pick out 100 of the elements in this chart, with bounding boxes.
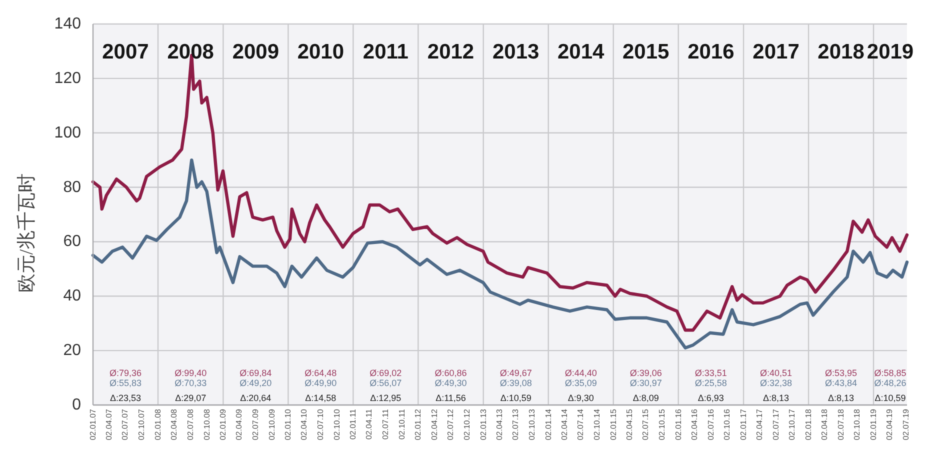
x-tick-label: 02.07.12 — [446, 408, 456, 440]
x-tick-label: 02.04.09 — [234, 408, 244, 440]
annotation: Ø:56,07 — [370, 378, 402, 388]
annotation: Δ:14,58 — [305, 393, 336, 403]
annotation: 2017 — [752, 40, 800, 64]
annotation: 2012 — [427, 40, 474, 64]
annotation: Ø:49,67 — [500, 368, 532, 378]
y-tick-label: 80 — [63, 178, 82, 196]
annotation: Ø:49,20 — [240, 378, 272, 388]
y-tick-label: 140 — [54, 16, 82, 32]
x-tick-label: 02.10.11 — [397, 408, 406, 440]
annotation: 2019 — [866, 40, 914, 64]
annotation: Ø:40,51 — [760, 368, 792, 378]
x-tick-label: 02.04.10 — [300, 408, 309, 440]
x-tick-label: 02.01.17 — [739, 408, 748, 440]
x-tick-label: 02.04.18 — [820, 408, 830, 440]
x-tick-label: 02.01.09 — [218, 408, 228, 440]
x-tick-label: 02.10.15 — [657, 408, 666, 440]
x-tick-label: 02.04.19 — [885, 408, 894, 440]
x-tick-label: 02.10.10 — [332, 408, 342, 440]
annotation: Δ:8,13 — [763, 393, 790, 403]
annotation: Δ:11,56 — [436, 393, 466, 403]
x-tick-label: 02.07.07 — [120, 408, 130, 440]
x-tick-label: 02.01.08 — [154, 408, 162, 440]
annotation: 2014 — [557, 40, 605, 64]
annotation: Ø:53,95 — [825, 368, 858, 378]
y-tick-label: 100 — [54, 124, 82, 142]
x-tick-label: 02.07.13 — [511, 408, 520, 440]
x-tick-label: 02.01.11 — [348, 408, 358, 440]
annotation: 2009 — [232, 40, 280, 64]
annotation: Ø:30,97 — [630, 378, 662, 388]
annotation: Δ:10,59 — [500, 393, 532, 403]
annotation: Ø:33,51 — [694, 368, 727, 378]
y-tick-label: 20 — [63, 342, 82, 360]
annotation: Ø:60,86 — [434, 368, 467, 378]
annotation: Δ:20,64 — [240, 393, 272, 403]
annotation: Ø:58,85 — [874, 368, 906, 378]
annotation: Δ:10,59 — [874, 393, 906, 403]
x-tick-label: 02.07.10 — [316, 408, 325, 440]
y-tick-label: 120 — [54, 70, 82, 87]
x-tick-label: 02.04.13 — [494, 408, 504, 440]
annotation: Δ:23,53 — [110, 393, 142, 403]
annotation: Δ:8,13 — [828, 393, 854, 403]
x-tick-label: 02.07.18 — [836, 408, 846, 440]
annotation: Ø:43,84 — [825, 378, 858, 388]
x-tick-label: 02.10.14 — [592, 408, 602, 440]
annotation: Ø:99,40 — [174, 368, 207, 378]
annotation: 2007 — [102, 40, 149, 64]
x-tick-label: 02.01.14 — [544, 408, 553, 440]
annotation: 2011 — [362, 40, 409, 64]
annotation: Δ:8,09 — [632, 393, 659, 403]
x-tick-label: 02.01.15 — [608, 408, 618, 440]
annotation: Ø:44,40 — [564, 368, 597, 378]
annotation: Ø:49,30 — [434, 378, 467, 388]
x-tick-label: 02.10.17 — [788, 408, 797, 440]
x-tick-label: 02.04.17 — [755, 408, 764, 440]
x-tick-label: 02.01.12 — [414, 408, 423, 440]
x-tick-label: 02.07.15 — [641, 408, 650, 440]
annotation: Δ:29,07 — [175, 393, 206, 403]
annotation: Ø:55,83 — [109, 378, 142, 388]
annotation: Ø:70,33 — [174, 378, 207, 388]
x-tick-label: 02.01.19 — [869, 408, 878, 440]
x-tick-label: 02.10.09 — [267, 408, 276, 440]
annotation: 2016 — [688, 40, 734, 64]
x-tick-label: 02.07.14 — [576, 408, 586, 440]
y-tick-label: 40 — [63, 288, 82, 305]
x-tick-label: 02.07.16 — [706, 408, 716, 440]
x-tick-label: 02.01.16 — [674, 408, 683, 440]
annotation: Ø:79,36 — [109, 368, 142, 378]
x-tick-label: 02.10.07 — [137, 408, 146, 440]
annotation: Ø:49,90 — [304, 378, 337, 388]
x-tick-label: 02.07.19 — [901, 408, 910, 440]
annotation: Ø:64,48 — [304, 368, 337, 378]
x-tick-label: 02.01.13 — [478, 408, 488, 440]
x-tick-label: 02.07.11 — [380, 408, 390, 440]
annotation: Ø:48,26 — [874, 378, 906, 388]
x-tick-label: 02.10.13 — [527, 408, 536, 440]
x-tick-label: 02.01.10 — [284, 408, 293, 440]
x-tick-label: 02.04.07 — [104, 408, 114, 440]
annotation: Ø:35,09 — [564, 378, 597, 388]
annotation: Ø:25,58 — [694, 378, 727, 388]
annotation: Ø:39,08 — [500, 378, 532, 388]
x-tick-label: 02.04.14 — [560, 408, 569, 440]
x-tick-label: 02.07.09 — [250, 408, 260, 440]
annotation: Δ:12,95 — [370, 393, 402, 403]
x-tick-label: 02.07.08 — [186, 408, 195, 440]
x-tick-label: 02.04.16 — [690, 408, 700, 440]
annotation: Ø:69,84 — [240, 368, 272, 378]
annotation: 2018 — [818, 40, 865, 64]
annotation: 2015 — [622, 40, 670, 64]
annotation: Ø:39,06 — [630, 368, 662, 378]
x-tick-label: 02.04.12 — [430, 408, 439, 440]
x-tick-label: 02.01.18 — [804, 408, 814, 440]
annotation: Ø:69,02 — [370, 368, 402, 378]
x-tick-label: 02.10.16 — [722, 408, 732, 440]
x-tick-label: 02.04.08 — [170, 408, 179, 440]
annotation: 2013 — [492, 40, 540, 64]
line-series — [91, 158, 909, 350]
x-tick-label: 02.07.17 — [771, 408, 780, 440]
annotation: Ø:32,38 — [760, 378, 792, 388]
